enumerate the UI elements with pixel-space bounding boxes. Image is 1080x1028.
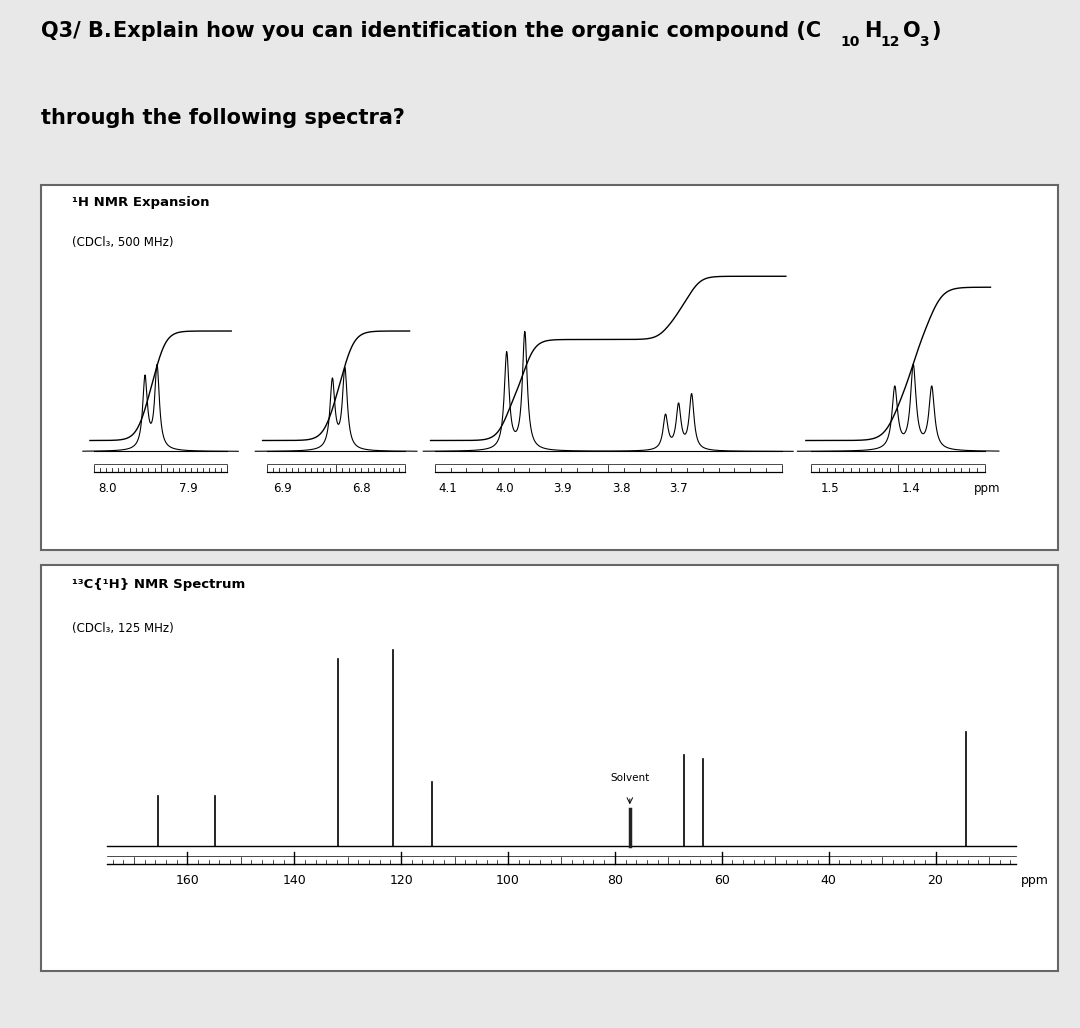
Text: 3.7: 3.7: [670, 482, 688, 495]
Text: ¹H NMR Expansion: ¹H NMR Expansion: [71, 196, 210, 209]
Text: ppm: ppm: [1021, 874, 1049, 887]
Text: 100: 100: [496, 874, 519, 887]
Text: 120: 120: [389, 874, 413, 887]
Text: 1.5: 1.5: [820, 482, 839, 495]
Text: H: H: [864, 21, 881, 41]
Text: ¹³C{¹H} NMR Spectrum: ¹³C{¹H} NMR Spectrum: [71, 578, 245, 590]
Text: 3.8: 3.8: [611, 482, 631, 495]
Text: ): ): [931, 21, 941, 41]
Text: O: O: [903, 21, 920, 41]
Text: 60: 60: [714, 874, 730, 887]
Text: 140: 140: [282, 874, 306, 887]
Text: ppm: ppm: [974, 482, 1000, 495]
Text: through the following spectra?: through the following spectra?: [41, 108, 405, 128]
Text: 4.1: 4.1: [438, 482, 457, 495]
Text: 6.9: 6.9: [273, 482, 292, 495]
Text: 7.9: 7.9: [179, 482, 198, 495]
Text: 80: 80: [607, 874, 623, 887]
Text: Solvent: Solvent: [610, 773, 649, 782]
Text: 1.4: 1.4: [902, 482, 920, 495]
Text: Explain how you can identification the organic compound (C: Explain how you can identification the o…: [113, 21, 822, 41]
Text: 10: 10: [840, 35, 860, 49]
Text: 3.9: 3.9: [554, 482, 572, 495]
Text: 12: 12: [880, 35, 900, 49]
Text: (CDCl₃, 125 MHz): (CDCl₃, 125 MHz): [71, 622, 173, 635]
Text: 3: 3: [919, 35, 929, 49]
Text: 20: 20: [928, 874, 944, 887]
Text: 160: 160: [175, 874, 199, 887]
Text: 6.8: 6.8: [352, 482, 370, 495]
Text: 4.0: 4.0: [496, 482, 514, 495]
Text: 40: 40: [821, 874, 837, 887]
Text: 8.0: 8.0: [98, 482, 117, 495]
Text: Q3/ B.: Q3/ B.: [41, 21, 112, 41]
Text: (CDCl₃, 500 MHz): (CDCl₃, 500 MHz): [71, 236, 173, 249]
